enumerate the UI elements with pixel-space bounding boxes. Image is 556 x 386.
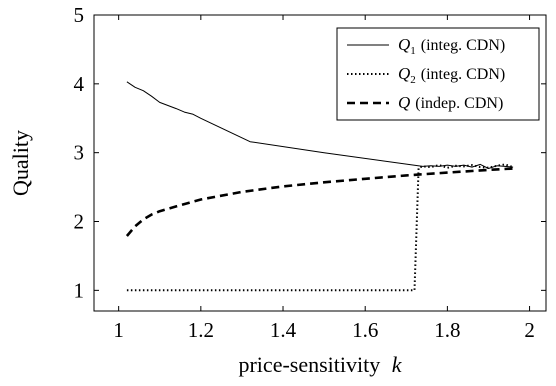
x-axis-ticks: 1 1.2 1.4 1.6 1.8 2 [113, 15, 535, 342]
y-tick-label: 1 [74, 278, 85, 302]
y-tick-label: 2 [74, 210, 85, 234]
plot-area-frame [93, 14, 547, 312]
legend-entry-subscript: 2 [410, 74, 416, 86]
x-axis-title: price-sensitivity k [238, 352, 402, 377]
series-line-1-solid [126, 81, 514, 169]
legend-entry-suffix: (indep. CDN) [415, 95, 503, 112]
series-layer [125, 81, 514, 292]
x-tick-label: 1.6 [352, 318, 378, 342]
legend-entry-label: Q (indep. CDN) [398, 93, 503, 112]
series-line-2-dotted [126, 163, 514, 292]
x-axis-title-variable: k [392, 352, 403, 377]
legend-box [336, 27, 540, 121]
y-tick-label: 3 [74, 141, 85, 165]
legend-entry-variable: Q [398, 93, 410, 112]
x-axis-title-text: price-sensitivity [238, 352, 380, 377]
legend-entry-variable: Q [398, 64, 410, 83]
legend-entry-subscript: 1 [410, 45, 416, 57]
x-tick-label: 1.8 [434, 318, 460, 342]
y-axis-ticks: 1 2 3 4 5 [74, 3, 546, 302]
y-tick-label: 5 [74, 3, 85, 27]
x-tick-label: 1.4 [270, 318, 297, 342]
y-tick-label: 4 [74, 72, 85, 96]
legend-entry-suffix: (integ. CDN) [421, 37, 505, 54]
legend-entry-label: Q1 (integ. CDN) [398, 35, 505, 57]
legend-entry-label: Q2 (integ. CDN) [398, 64, 505, 86]
x-tick-label: 2 [524, 318, 535, 342]
legend-entry-variable: Q [398, 35, 410, 54]
legend-entry-suffix: (integ. CDN) [421, 66, 505, 83]
x-tick-label: 1.2 [188, 318, 214, 342]
y-axis-title: Quality [8, 130, 33, 196]
legend: Q1 (integ. CDN)Q2 (integ. CDN)Q (indep. CDN… [336, 27, 540, 121]
series-line-3-dashed [125, 167, 514, 237]
x-tick-label: 1 [113, 318, 124, 342]
